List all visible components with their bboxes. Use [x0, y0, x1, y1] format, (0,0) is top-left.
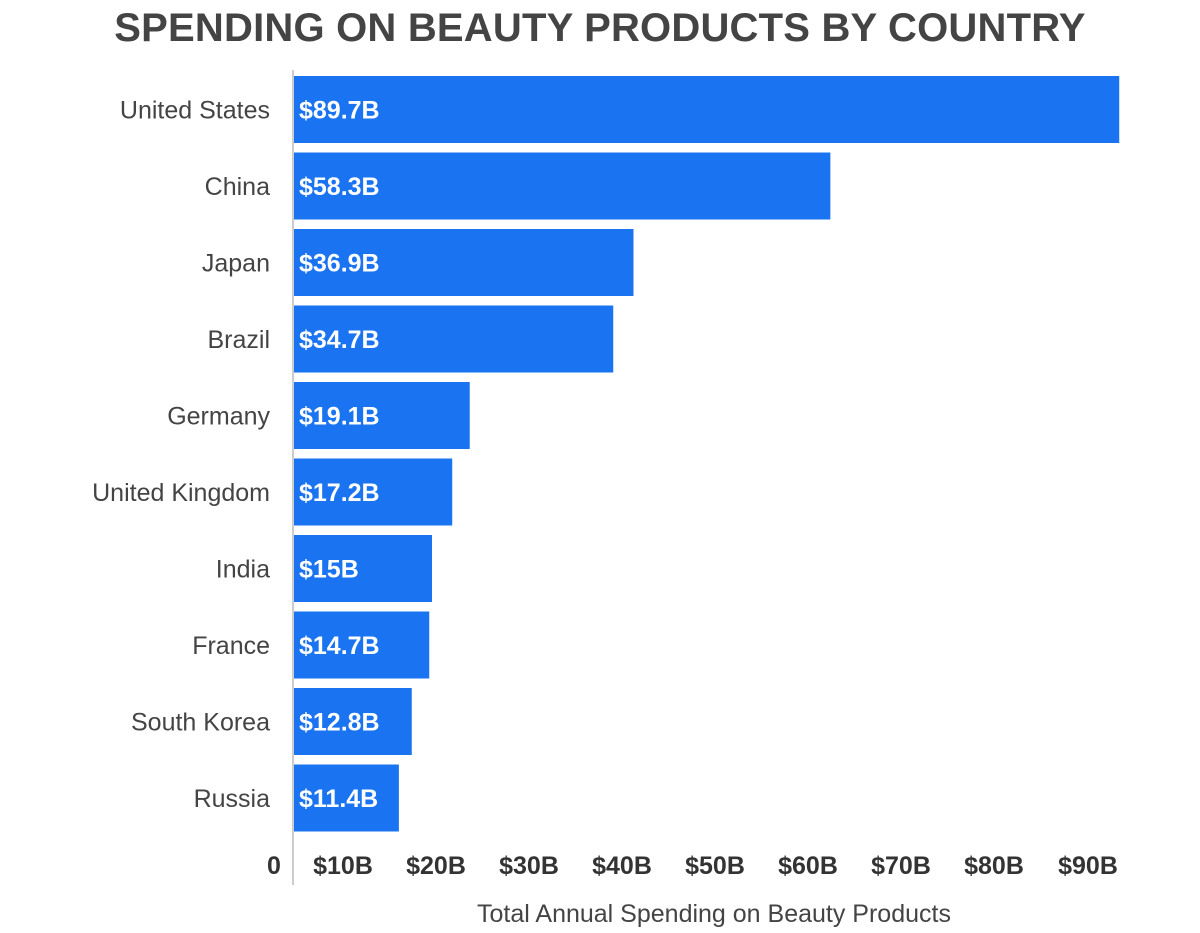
category-label: United Kingdom [92, 479, 270, 507]
value-label: $14.7B [299, 632, 380, 660]
category-label: United States [120, 97, 270, 125]
bar-france [294, 611, 430, 679]
x-tick-label: 0 [267, 852, 281, 880]
value-label: $11.4B [299, 785, 378, 813]
value-label: $89.7B [299, 97, 380, 125]
value-label: $17.2B [299, 479, 380, 507]
bar-japan [294, 229, 634, 296]
category-labels: United States China Japan Brazil Germany Unit… [92, 97, 270, 814]
category-label: Japan [202, 250, 270, 278]
category-label: Germany [167, 403, 270, 431]
bars-group [294, 76, 1120, 832]
bar-germany [294, 382, 470, 449]
x-tick-label: $60B [778, 852, 838, 880]
value-label: $34.7B [299, 326, 380, 354]
bar-united-kingdom [294, 458, 453, 526]
x-tick-label: $10B [313, 852, 373, 880]
value-label: $12.8B [299, 709, 380, 737]
value-label: $15B [299, 556, 359, 584]
bar-united-states [294, 76, 1120, 143]
category-label: Brazil [207, 326, 270, 354]
chart-title: SPENDING ON BEAUTY PRODUCTS BY COUNTRY [114, 6, 1086, 50]
value-label: $58.3B [299, 173, 380, 201]
x-tick-label: $70B [871, 852, 931, 880]
x-axis-label: Total Annual Spending on Beauty Products [477, 900, 951, 928]
x-tick-labels: 0 $10B $20B $30B $40B $50B $60B $70B $80B $90B [267, 852, 1118, 880]
value-label: $19.1B [299, 403, 380, 431]
x-tick-label: $40B [592, 852, 652, 880]
category-label: China [205, 173, 270, 201]
bar-brazil [294, 305, 614, 373]
bar-china [294, 152, 831, 220]
category-label: South Korea [131, 709, 270, 737]
category-label: France [192, 632, 270, 660]
x-tick-label: $80B [964, 852, 1024, 880]
bar-russia [294, 764, 399, 832]
x-tick-label: $90B [1058, 852, 1118, 880]
value-labels: $89.7B $58.3B $36.9B $34.7B $19.1B $17.2B $15B… [299, 97, 380, 814]
bar-south-korea [294, 688, 412, 755]
category-label: India [216, 556, 270, 584]
category-label: Russia [194, 785, 271, 813]
value-label: $36.9B [299, 250, 380, 278]
bar-india [294, 535, 432, 602]
x-tick-label: $20B [406, 852, 466, 880]
x-tick-label: $30B [499, 852, 559, 880]
x-tick-label: $50B [685, 852, 745, 880]
